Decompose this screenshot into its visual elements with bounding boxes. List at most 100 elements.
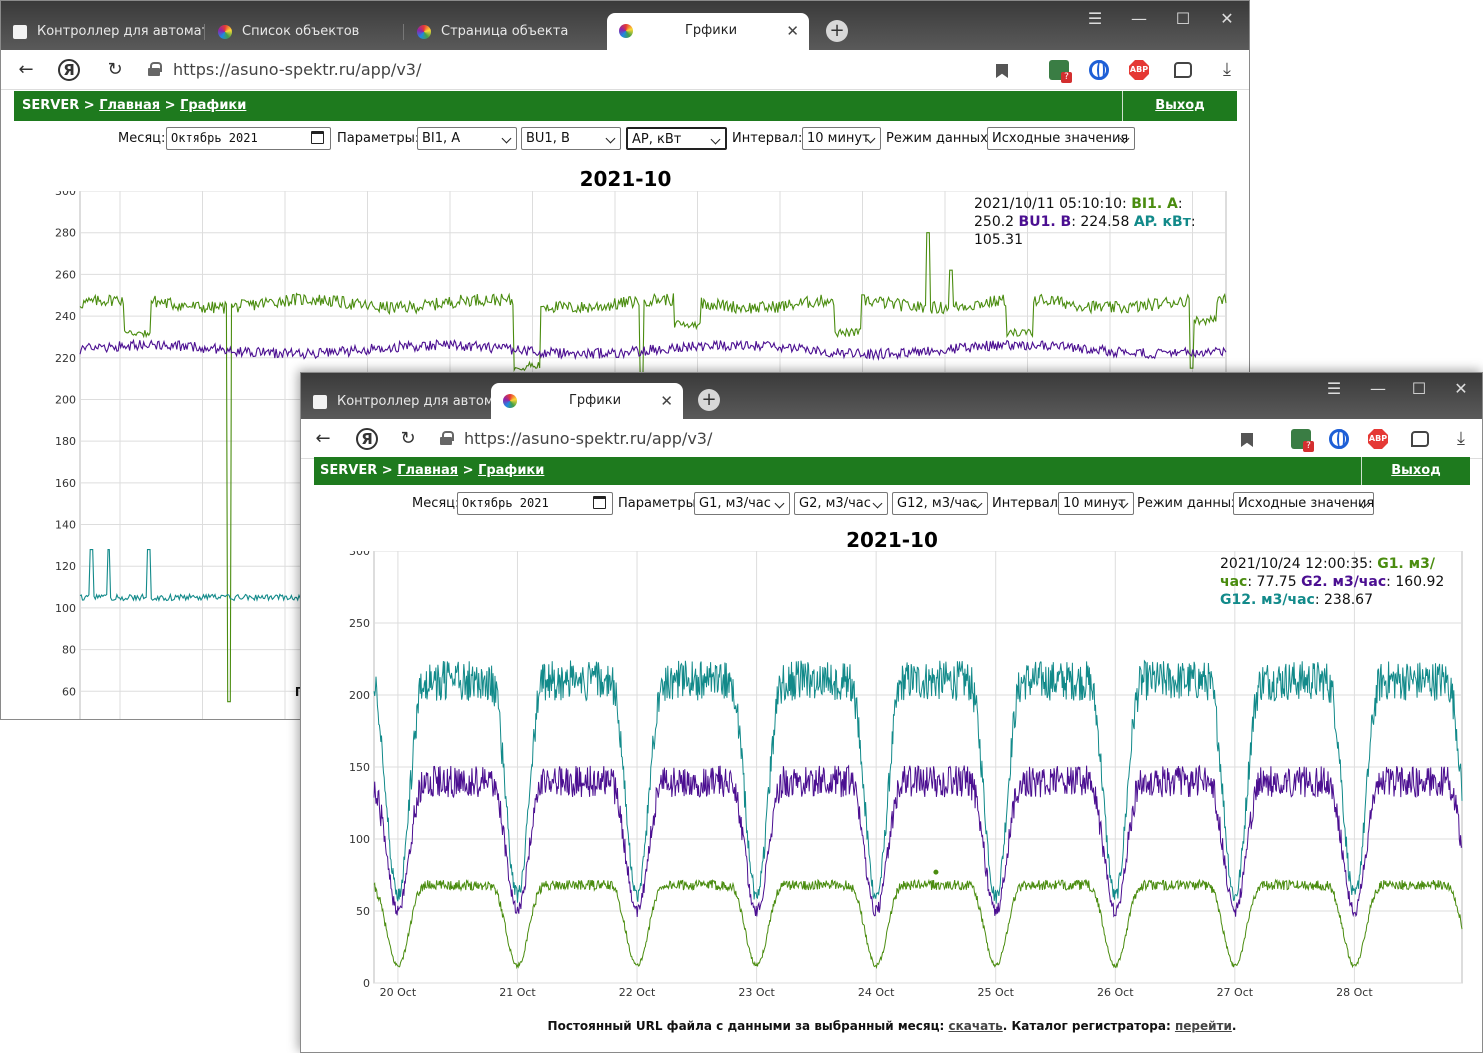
tab-title: Грфики <box>685 23 738 38</box>
tab-separator <box>403 24 404 40</box>
month-input[interactable]: Октябрь 2021 <box>166 127 331 150</box>
menu-icon[interactable]: ☰ <box>1087 9 1103 28</box>
chart-2[interactable]: 0 50 100 150 200 250 300 20 Oct 21 Oct 22 Oct 23 O… <box>314 551 1472 1011</box>
bookmark-icon[interactable] <box>1241 433 1253 447</box>
breadcrumb-graphs-link[interactable]: Графики <box>478 463 545 478</box>
x-tick-label: 23 Oct <box>738 986 775 999</box>
adblock-icon[interactable]: ABP <box>1368 429 1388 449</box>
browser-window-front: Контроллер для автомати Грфики ✕ + ☰ — ☐… <box>300 372 1483 1053</box>
back-arrow-icon[interactable]: ← <box>315 428 331 449</box>
x-tick-label: 27 Oct <box>1217 986 1254 999</box>
minimize-icon[interactable]: — <box>1370 379 1386 398</box>
calendar-icon[interactable] <box>593 496 606 509</box>
url-field[interactable]: https://asuno-spektr.ru/app/v3/ <box>464 429 713 448</box>
breadcrumb-home-link[interactable]: Главная <box>99 98 161 113</box>
breadcrumb-separator: > <box>381 463 393 478</box>
download-link[interactable]: скачать <box>948 1019 1003 1033</box>
param2-select[interactable]: BU1, B <box>521 127 621 150</box>
legend-series2-name: BU1. B <box>1018 214 1072 230</box>
lock-icon[interactable] <box>148 62 162 76</box>
tab-objects-list[interactable]: Список объектов <box>206 14 404 50</box>
calendar-icon[interactable] <box>311 131 324 144</box>
logout-link[interactable]: Выход <box>1361 457 1470 485</box>
tab-graphs[interactable]: Грфики ✕ <box>491 383 683 419</box>
url-field[interactable]: https://asuno-spektr.ru/app/v3/ <box>173 60 422 79</box>
param3-select[interactable]: G12, м3/час <box>892 492 988 515</box>
y-tick-label: 150 <box>349 761 370 774</box>
filter-controls: Месяц: Октябрь 2021 Параметры: G1, м3/ча… <box>314 492 1470 516</box>
minimize-icon[interactable]: — <box>1131 9 1147 28</box>
y-tick-label: 120 <box>55 560 76 573</box>
param2-select[interactable]: G2, м3/час <box>794 492 888 515</box>
breadcrumb-separator: > <box>83 98 95 113</box>
y-tick-label: 160 <box>55 477 76 490</box>
series-line-3 <box>373 659 1463 904</box>
filter-controls: Месяц: Октябрь 2021 Параметры: BI1, A BU… <box>14 127 1237 151</box>
close-tab-icon[interactable]: ✕ <box>786 22 799 40</box>
new-tab-button[interactable]: + <box>826 20 848 42</box>
close-window-icon[interactable]: ✕ <box>1454 379 1468 398</box>
back-arrow-icon[interactable]: ← <box>18 59 34 80</box>
site-logo-icon <box>218 25 232 39</box>
globe-icon[interactable] <box>1089 60 1109 80</box>
x-tick-label: 22 Oct <box>619 986 656 999</box>
hover-point <box>933 869 939 875</box>
tab-bar: Контроллер для автомати Грфики ✕ + ☰ — ☐… <box>301 373 1482 419</box>
globe-icon[interactable] <box>1329 429 1349 449</box>
download-icon[interactable]: ⤓ <box>1457 428 1465 449</box>
y-tick-label: 200 <box>55 393 76 406</box>
reload-icon[interactable]: ↻ <box>107 59 123 80</box>
param1-value: G1, м3/час <box>699 496 771 511</box>
interval-select[interactable]: 10 минут <box>1058 492 1134 515</box>
download-icon[interactable]: ⤓ <box>1223 59 1231 80</box>
mode-select[interactable]: Исходные значения <box>987 127 1135 150</box>
param1-select[interactable]: G1, м3/час <box>694 492 790 515</box>
chart-legend: 2021/10/11 05:10:10: BI1. A: 250.2 BU1. … <box>974 196 1196 248</box>
tab-controller[interactable]: Контроллер для автомати <box>301 384 491 420</box>
breadcrumb-home-link[interactable]: Главная <box>397 463 459 478</box>
y-tick-label: 140 <box>55 519 76 532</box>
extension-icon[interactable] <box>1049 60 1072 83</box>
extension-icon[interactable] <box>1291 429 1314 452</box>
month-input[interactable]: Октябрь 2021 <box>457 492 613 515</box>
breadcrumb-separator: > <box>462 463 474 478</box>
maximize-icon[interactable]: ☐ <box>1175 9 1191 28</box>
y-tick-label: 200 <box>349 689 370 702</box>
interval-select[interactable]: 10 минут <box>802 127 881 150</box>
param3-select[interactable]: AP, кВт <box>626 127 727 150</box>
param1-select[interactable]: BI1, A <box>417 127 517 150</box>
catalog-link[interactable]: перейти <box>1174 1019 1232 1033</box>
tab-graphs[interactable]: Грфики ✕ <box>607 13 809 50</box>
yandex-icon[interactable]: Я <box>356 428 378 450</box>
breadcrumb-graphs-link[interactable]: Графики <box>180 98 247 113</box>
chat-icon[interactable] <box>1174 62 1192 78</box>
interval-value: 10 минут <box>807 131 870 146</box>
maximize-icon[interactable]: ☐ <box>1411 379 1427 398</box>
menu-icon[interactable]: ☰ <box>1326 379 1342 398</box>
mode-label: Режим данных: <box>1137 496 1244 511</box>
mode-select[interactable]: Исходные значения <box>1233 492 1374 515</box>
close-tab-icon[interactable]: ✕ <box>660 392 673 410</box>
breadcrumb: SERVER > Главная > Графики <box>320 457 544 485</box>
y-tick-label: 100 <box>55 602 76 615</box>
address-bar: ← Я ↻ https://asuno-spektr.ru/app/v3/ AB… <box>301 419 1482 459</box>
reload-icon[interactable]: ↻ <box>400 428 416 449</box>
new-tab-button[interactable]: + <box>698 389 720 411</box>
adblock-icon[interactable]: ABP <box>1129 60 1149 80</box>
legend-series2-value: 224.58 <box>1080 214 1130 230</box>
tab-object-page[interactable]: Страница объекта <box>405 14 605 50</box>
y-tick-label: 180 <box>55 435 76 448</box>
close-window-icon[interactable]: ✕ <box>1220 9 1234 28</box>
bookmark-icon[interactable] <box>996 64 1008 78</box>
y-tick-label: 100 <box>349 833 370 846</box>
tab-title: Страница объекта <box>441 24 569 39</box>
logout-link[interactable]: Выход <box>1122 91 1237 121</box>
chat-icon[interactable] <box>1411 431 1429 447</box>
tab-controller[interactable]: Контроллер для автомати <box>1 14 205 50</box>
address-bar: ← Я ↻ https://asuno-spektr.ru/app/v3/ AB… <box>1 50 1249 90</box>
yandex-icon[interactable]: Я <box>58 59 80 81</box>
footer-text: Постоянный URL файла с данными за выбран… <box>547 1019 945 1033</box>
breadcrumb: SERVER > Главная > Графики <box>22 91 246 121</box>
legend-series2-value: 160.92 <box>1395 574 1445 590</box>
lock-icon[interactable] <box>440 431 454 445</box>
